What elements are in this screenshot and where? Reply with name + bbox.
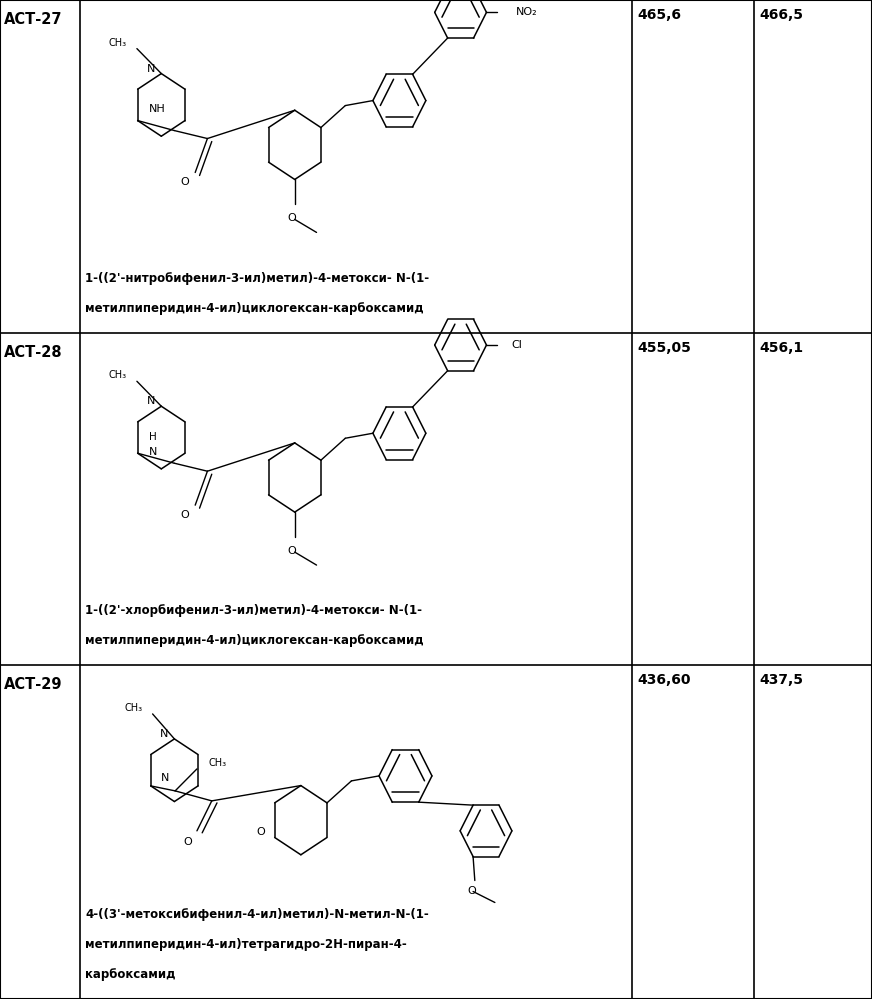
- Text: N: N: [146, 64, 155, 74]
- Text: O: O: [181, 510, 189, 520]
- Text: 437,5: 437,5: [760, 673, 803, 687]
- Text: N: N: [149, 448, 158, 458]
- Text: CH₃: CH₃: [108, 371, 126, 381]
- Text: 456,1: 456,1: [760, 341, 804, 355]
- Text: 466,5: 466,5: [760, 8, 803, 22]
- Text: 4-((3'-метоксибифенил-4-ил)метил)-N-метил-N-(1-: 4-((3'-метоксибифенил-4-ил)метил)-N-мети…: [85, 908, 429, 921]
- Text: H: H: [149, 433, 157, 443]
- Text: карбоксамид: карбоксамид: [85, 968, 176, 981]
- Text: метилпиперидин-4-ил)тетрагидро-2Н-пиран-4-: метилпиперидин-4-ил)тетрагидро-2Н-пиран-…: [85, 938, 407, 951]
- Text: АСТ-28: АСТ-28: [4, 345, 63, 360]
- Text: CH₃: CH₃: [124, 703, 142, 713]
- Text: 436,60: 436,60: [637, 673, 691, 687]
- Text: O: O: [256, 827, 265, 837]
- Text: 1-((2'-нитробифенил-3-ил)метил)-4-метокси- N-(1-: 1-((2'-нитробифенил-3-ил)метил)-4-метокс…: [85, 272, 430, 285]
- Text: NH: NH: [148, 104, 165, 114]
- Text: O: O: [183, 837, 192, 847]
- Text: 1-((2'-хлорбифенил-3-ил)метил)-4-метокси- N-(1-: 1-((2'-хлорбифенил-3-ил)метил)-4-метокси…: [85, 604, 422, 617]
- Text: CH₃: CH₃: [208, 758, 227, 768]
- Text: 455,05: 455,05: [637, 341, 691, 355]
- Text: N: N: [146, 397, 155, 407]
- Text: N: N: [160, 773, 169, 783]
- Text: АСТ-29: АСТ-29: [4, 677, 63, 692]
- Text: O: O: [288, 214, 296, 224]
- Text: метилпиперидин-4-ил)циклогексан-карбоксамид: метилпиперидин-4-ил)циклогексан-карбокса…: [85, 302, 424, 315]
- Text: CH₃: CH₃: [108, 38, 126, 48]
- Text: метилпиперидин-4-ил)циклогексан-карбоксамид: метилпиперидин-4-ил)циклогексан-карбокса…: [85, 634, 424, 647]
- Text: N: N: [160, 729, 168, 739]
- Text: O: O: [467, 885, 476, 895]
- Text: Cl: Cl: [511, 340, 521, 350]
- Text: NO₂: NO₂: [516, 7, 538, 17]
- Text: O: O: [288, 546, 296, 556]
- Text: 465,6: 465,6: [637, 8, 681, 22]
- Text: O: O: [181, 178, 189, 188]
- Text: АСТ-27: АСТ-27: [4, 12, 63, 27]
